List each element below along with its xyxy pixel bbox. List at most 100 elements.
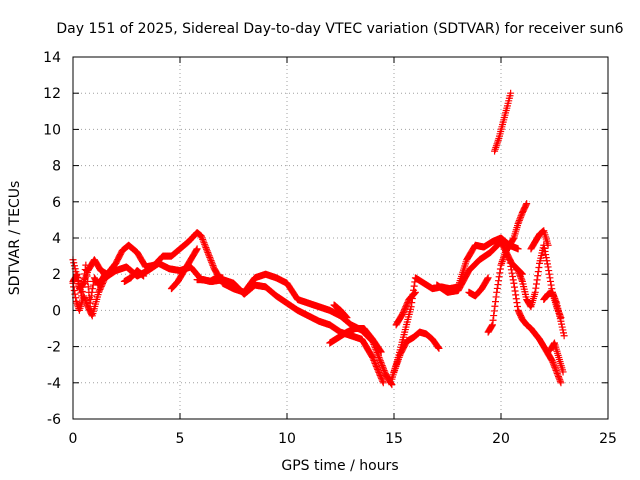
y-tick-label: 8	[52, 159, 61, 175]
data-point	[83, 272, 91, 280]
data-point	[546, 274, 554, 282]
y-tick-label: -4	[47, 376, 61, 392]
data-point	[543, 257, 551, 265]
data-point	[515, 270, 523, 278]
series-sat-track-k	[392, 288, 419, 329]
data-point	[88, 288, 96, 296]
data-point	[517, 273, 525, 281]
data-point	[70, 259, 78, 267]
data-point	[377, 348, 385, 356]
y-tick-label: 12	[43, 86, 61, 102]
data-point	[508, 269, 516, 277]
data-point	[532, 284, 540, 292]
data-point	[202, 244, 210, 252]
data-point	[343, 314, 351, 322]
data-point	[81, 266, 89, 274]
data-point	[510, 279, 518, 287]
series-sat-track-t	[546, 339, 567, 376]
data-point	[198, 234, 206, 242]
data-point	[533, 276, 541, 284]
data-point	[370, 358, 378, 366]
data-point	[489, 316, 497, 324]
data-point	[544, 241, 552, 249]
data-point	[342, 312, 350, 320]
data-point	[514, 267, 522, 275]
data-point	[70, 262, 78, 270]
data-point	[82, 298, 90, 306]
x-tick-label: 15	[385, 431, 403, 447]
x-tick-label: 5	[176, 431, 185, 447]
data-point	[372, 362, 380, 370]
data-point	[203, 245, 211, 253]
data-point	[380, 365, 388, 373]
data-point	[208, 258, 216, 266]
data-point	[205, 252, 213, 260]
data-point	[496, 269, 504, 277]
data-point	[517, 213, 525, 221]
data-point	[377, 374, 385, 382]
data-point	[74, 273, 82, 281]
data-point	[557, 379, 565, 387]
data-point	[378, 376, 386, 384]
data-point	[203, 247, 211, 255]
data-point	[488, 321, 496, 329]
series-sat-track-d	[120, 267, 148, 285]
data-point	[550, 291, 558, 299]
series-sat-track-r	[527, 227, 552, 253]
data-point	[491, 145, 499, 153]
data-point	[517, 274, 525, 282]
data-point	[375, 368, 383, 376]
data-point	[491, 147, 499, 155]
data-point	[551, 365, 559, 373]
data-point	[199, 235, 207, 243]
data-point	[511, 287, 519, 295]
x-tick-label: 25	[599, 431, 617, 447]
y-tick-label: 4	[52, 231, 61, 247]
grid	[73, 57, 608, 419]
series-sat-track-p	[506, 256, 565, 387]
data-point	[342, 313, 350, 321]
data-point	[380, 366, 388, 374]
data-point	[543, 260, 551, 268]
data-point	[523, 200, 531, 208]
series-sat-track-h	[326, 325, 385, 356]
data-point	[553, 368, 561, 376]
plot-frame	[72, 56, 609, 420]
data-point	[209, 262, 217, 270]
y-tick-label: -6	[47, 412, 61, 428]
series-sat-track-s	[540, 288, 568, 340]
data-point	[387, 380, 395, 388]
data-point	[494, 138, 502, 146]
series-sat-track-b	[69, 259, 387, 387]
data-point	[219, 274, 227, 282]
data-point	[556, 376, 564, 384]
data-point	[490, 307, 498, 315]
data-point	[515, 268, 523, 276]
data-point	[376, 357, 384, 365]
data-point	[497, 261, 505, 269]
data-point	[374, 352, 382, 360]
data-point	[376, 355, 384, 363]
data-point	[534, 268, 542, 276]
data-point	[411, 288, 419, 296]
data-point	[547, 277, 555, 285]
data-point	[197, 232, 205, 240]
data-point	[371, 359, 379, 367]
data-point	[201, 242, 209, 250]
data-point	[201, 240, 209, 248]
data-point	[535, 263, 543, 271]
data-point	[369, 355, 377, 363]
data-point	[507, 262, 515, 270]
data-point	[493, 288, 501, 296]
data-point	[79, 279, 87, 287]
data-point	[207, 257, 215, 265]
data-point	[560, 332, 568, 340]
data-point	[78, 292, 86, 300]
data-point	[101, 270, 109, 278]
data-point	[491, 298, 499, 306]
data-point	[87, 292, 95, 300]
data-point	[541, 247, 549, 255]
data-point	[495, 277, 503, 285]
data-point	[545, 267, 553, 275]
